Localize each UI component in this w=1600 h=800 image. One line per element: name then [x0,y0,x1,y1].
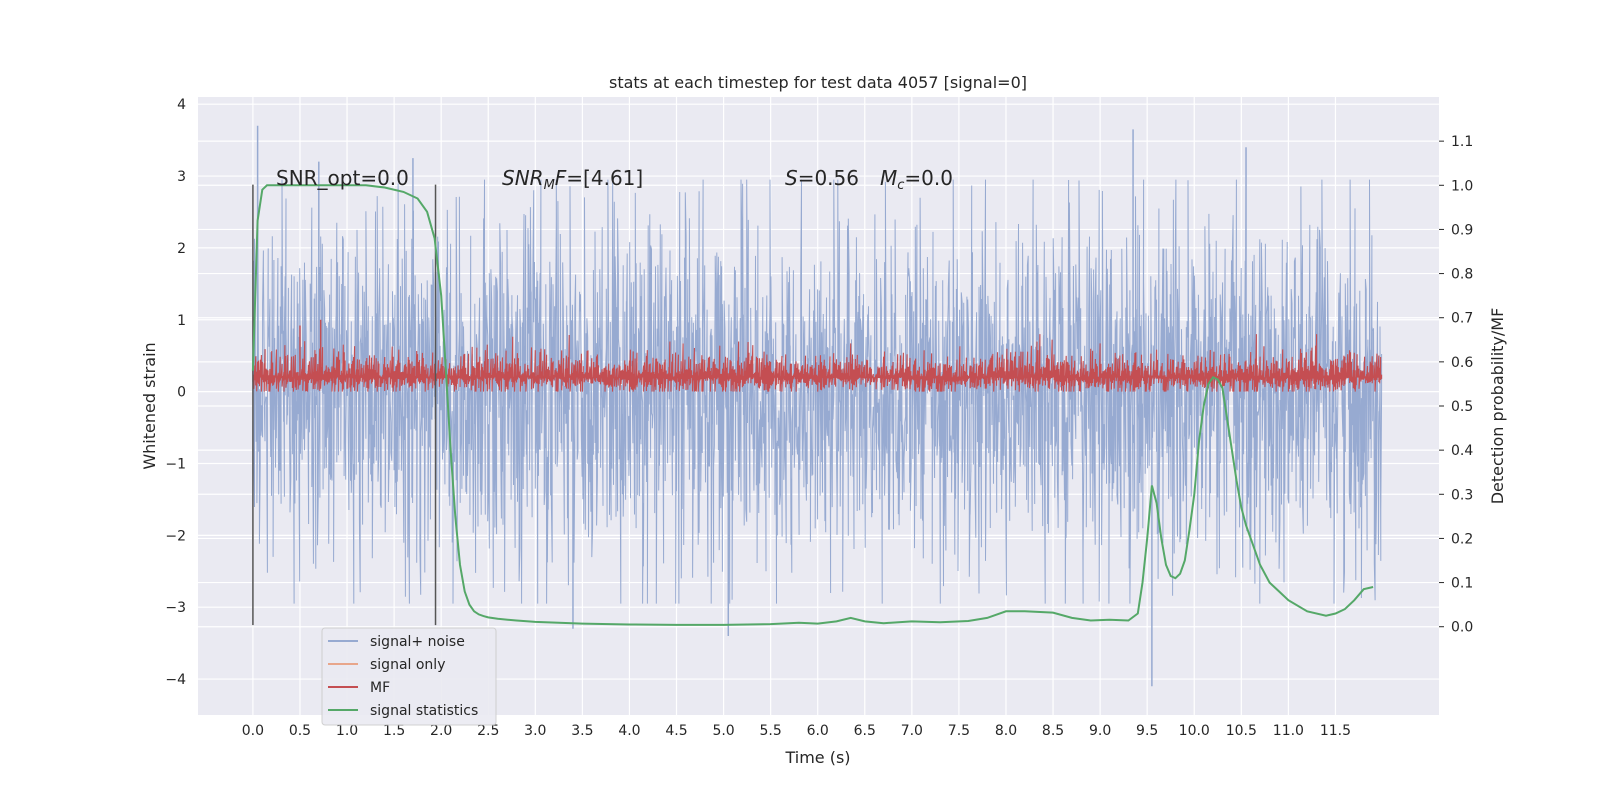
snr-opt-annotation: SNR_opt=0.0 [276,166,409,190]
mf-series [252,319,1383,392]
x-tick-label: 0.0 [242,723,264,739]
y2-tick-label: 0.8 [1451,267,1473,283]
y-tick-label: −2 [165,528,186,544]
marker-lines [252,184,437,626]
x-tick-label: 2.5 [477,723,499,739]
chart-title: stats at each timestep for test data 405… [609,73,1027,92]
mc-value: =0.0 [904,166,953,190]
x-tick-label: 5.0 [712,723,734,739]
snr-mf-value: =[4.61] [566,166,643,190]
x-tick-label: 7.5 [948,723,970,739]
y2-tick-label: 0.9 [1451,222,1473,238]
x-tick-label: 3.0 [524,723,546,739]
legend-label-signal-only: signal only [370,657,445,673]
mc-symbol: M [880,166,897,190]
legend-label-mf: MF [370,680,390,696]
y-tick-label: 3 [177,169,186,185]
mf-line [252,334,1383,392]
x-tick-label: 6.0 [807,723,829,739]
signal-noise-line [252,179,1383,604]
y-tick-label: 0 [177,385,186,401]
signal-noise-series [252,125,1383,687]
s-value: =0.56 [798,166,859,190]
x-tick-label: 5.5 [760,723,782,739]
y-tick-label: −4 [165,672,186,688]
y2-tick-label: 0.7 [1451,311,1473,327]
x-axis-ticks: 0.0 0.5 1.0 1.5 2.0 2.5 3.0 3.5 4.0 4.5 5.0 5.5 6.0 6… [242,723,1351,739]
y2-axis-label: Detection probability/MF [1488,308,1507,505]
y2-tick-label: 0.6 [1451,355,1473,371]
x-tick-label: 4.5 [665,723,687,739]
x-tick-label: 9.5 [1136,723,1158,739]
legend: signal+ noise signal only MF signal stat… [321,627,497,726]
y-axis-label: Whitened strain [140,342,159,469]
s-symbol: S [785,166,798,190]
signal-statistics-series [251,184,1374,626]
y-tick-label: 1 [177,313,186,329]
y2-tick-label: 0.5 [1451,399,1473,415]
x-tick-label: 10.5 [1226,723,1257,739]
y2-axis-ticks: 0.0 0.1 0.2 0.3 0.4 0.5 0.6 0.7 0.8 0.9 1.0 1.1 [1439,134,1473,636]
y-tick-label: 2 [177,241,186,257]
x-tick-label: 6.5 [854,723,876,739]
x-tick-label: 9.0 [1089,723,1111,739]
x-tick-label: 4.0 [618,723,640,739]
y2-tick-label: 0.4 [1451,443,1473,459]
y2-tick-label: 1.0 [1451,178,1473,194]
x-tick-label: 1.0 [336,723,358,739]
y-tick-label: −3 [165,600,186,616]
snr-mf-annotation: SNRMF=[4.61] [502,166,643,193]
legend-box [321,627,497,726]
y-tick-label: 4 [177,97,186,113]
x-axis-label: Time (s) [784,748,850,767]
mc-annotation: Mc=0.0 [880,166,953,193]
x-tick-label: 10.0 [1179,723,1210,739]
x-tick-label: 11.0 [1273,723,1304,739]
y2-tick-label: 0.1 [1451,576,1473,592]
y2-tick-label: 0.3 [1451,487,1473,503]
y-axis-ticks: −4 −3 −2 −1 0 1 2 3 4 [165,97,186,688]
x-tick-label: 7.0 [901,723,923,739]
x-tick-label: 0.5 [289,723,311,739]
mc-subscript: c [897,178,904,193]
snr-mf-f: F [555,166,567,190]
snr-mf-subscript: M [544,178,555,193]
x-tick-label: 3.5 [571,723,593,739]
y-tick-label: −1 [165,456,186,472]
y2-tick-label: 0.2 [1451,531,1473,547]
x-tick-label: 1.5 [383,723,405,739]
y2-tick-label: 1.1 [1451,134,1473,150]
legend-label-signal-noise: signal+ noise [370,634,465,650]
x-tick-label: 8.0 [995,723,1017,739]
x-tick-label: 11.5 [1320,723,1351,739]
x-tick-label: 2.0 [430,723,452,739]
signal-statistics-line [251,184,1374,626]
legend-label-signal-statistics: signal statistics [370,703,478,719]
y2-tick-label: 0.0 [1451,620,1473,636]
x-tick-label: 8.5 [1042,723,1064,739]
snr-mf-symbol: SNR [502,166,544,190]
s-annotation: S=0.56 [785,166,859,190]
